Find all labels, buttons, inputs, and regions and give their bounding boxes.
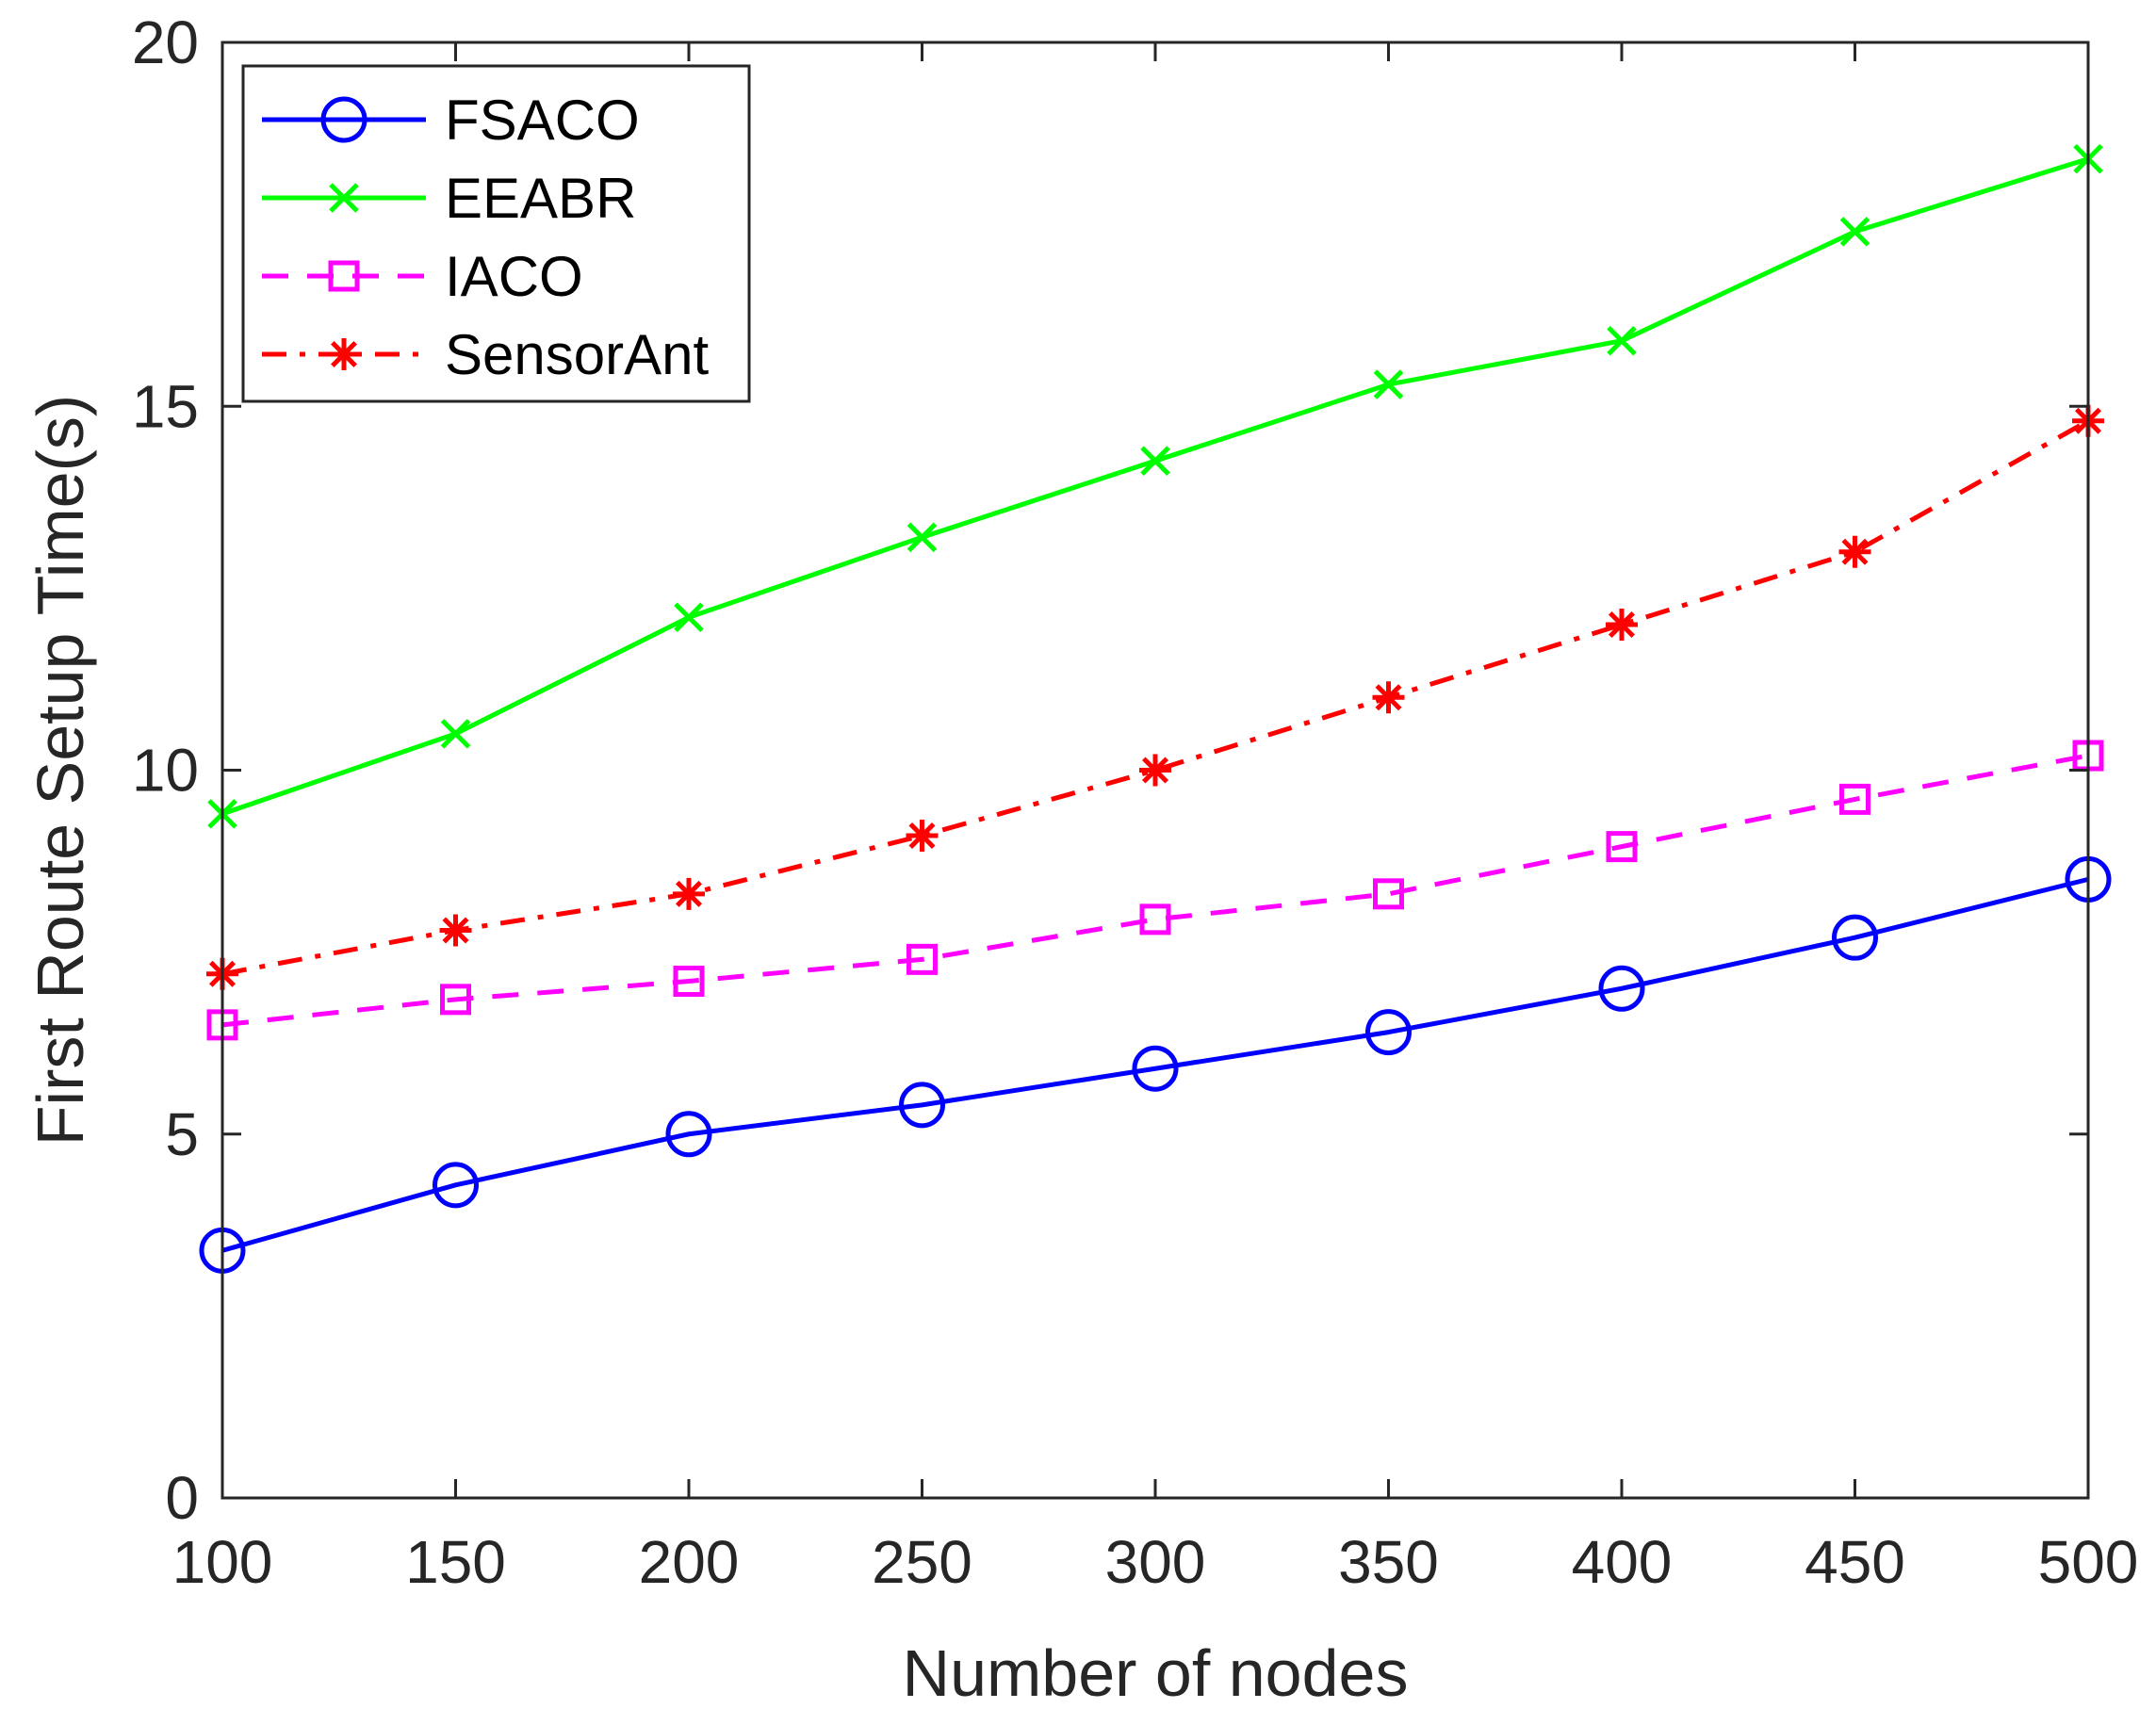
axis-ticks: 100 150 200 250 300 350 400 450 500 0 5 10 15 20 <box>132 8 2139 1596</box>
series-line-fsaco <box>221 876 2089 1253</box>
x-tick-label: 200 <box>639 1528 740 1596</box>
data-point-fsaco <box>1598 965 1645 1012</box>
x-tick-label: 250 <box>872 1528 972 1596</box>
data-point-sensorant <box>1838 535 1871 568</box>
y-tick-label: 5 <box>165 1100 199 1168</box>
data-point-sensorant <box>906 820 939 853</box>
data-point-iaco <box>440 984 471 1016</box>
data-point-iaco <box>1839 783 1870 815</box>
data-point-sensorant <box>673 877 705 910</box>
data-point-eeabr <box>1839 217 1870 247</box>
x-axis-label: Number of nodes <box>903 1636 1409 1710</box>
legend-label-fsaco: FSACO <box>445 89 640 152</box>
legend-item-iaco: IACO <box>262 245 583 308</box>
y-tick-label: 15 <box>132 372 199 440</box>
legend-item-fsaco: FSACO <box>262 89 640 152</box>
data-point-fsaco <box>665 1111 712 1158</box>
x-tick-label: 450 <box>1805 1528 1905 1596</box>
x-tick-label: 500 <box>2038 1528 2139 1596</box>
data-point-sensorant <box>1139 754 1171 787</box>
data-point-fsaco <box>1132 1045 1179 1092</box>
data-point-sensorant <box>1372 681 1405 714</box>
legend-marker-iaco <box>328 260 360 292</box>
data-point-eeabr <box>440 719 471 749</box>
x-tick-label: 100 <box>172 1528 273 1596</box>
data-point-fsaco <box>1365 1009 1412 1056</box>
legend-item-eeabr: EEABR <box>262 167 636 230</box>
y-axis-label: First Route Setup Time(s) <box>24 395 97 1146</box>
legend-marker-fsaco <box>320 96 368 143</box>
legend-label-eeabr: EEABR <box>445 167 636 230</box>
data-point-eeabr <box>1607 325 1637 356</box>
x-tick-label: 400 <box>1572 1528 1673 1596</box>
y-tick-label: 0 <box>165 1464 199 1532</box>
legend-marker-eeabr <box>329 183 359 213</box>
data-point-sensorant <box>439 914 472 947</box>
y-tick-label: 10 <box>132 737 199 805</box>
data-point-fsaco <box>899 1082 945 1129</box>
y-tick-label: 20 <box>132 8 199 76</box>
x-tick-label: 350 <box>1338 1528 1439 1596</box>
data-point-iaco <box>1139 903 1171 936</box>
legend-label-iaco: IACO <box>445 245 583 308</box>
legend-label-sensorant: SensorAnt <box>445 323 709 386</box>
x-tick-label: 150 <box>405 1528 506 1596</box>
x-tick-label: 300 <box>1105 1528 1206 1596</box>
data-point-iaco <box>1373 878 1404 910</box>
data-point-iaco <box>1606 831 1638 863</box>
legend: FSACO EEABR IACO SensorAnt <box>241 64 751 403</box>
data-point-iaco <box>906 943 938 975</box>
legend-marker-sensorant <box>328 338 360 370</box>
data-point-sensorant <box>1606 609 1638 641</box>
data-point-fsaco <box>433 1162 479 1209</box>
data-point-eeabr <box>674 602 704 633</box>
data-point-eeabr <box>1140 446 1170 476</box>
series-line-sensorant <box>221 418 2090 977</box>
data-point-fsaco <box>1832 914 1878 961</box>
data-point-eeabr <box>1373 369 1404 399</box>
data-point-eeabr <box>906 522 938 553</box>
data-point-iaco <box>673 966 705 998</box>
legend-item-sensorant: SensorAnt <box>262 323 709 386</box>
